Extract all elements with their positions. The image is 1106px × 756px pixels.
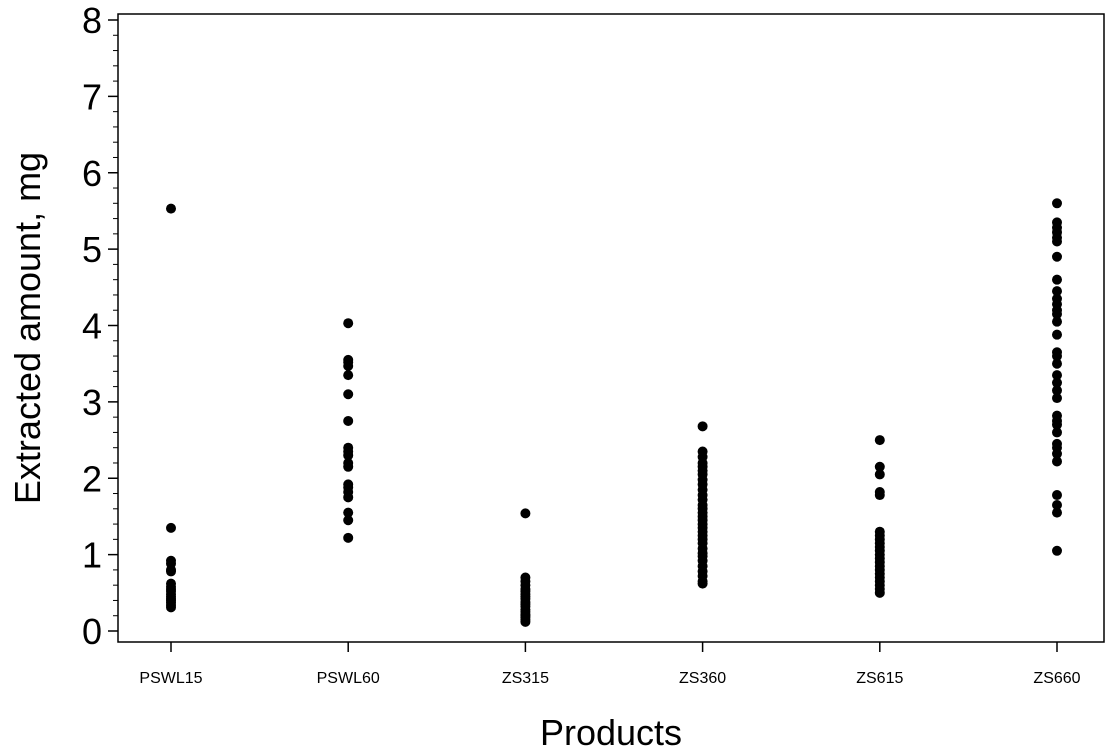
data-point: [874, 490, 885, 501]
data-point: [1052, 377, 1062, 388]
data-points: [166, 198, 1062, 627]
y-tick-label: 1: [82, 535, 102, 576]
data-point: [1052, 309, 1062, 320]
y-tick-label: 2: [82, 458, 102, 499]
y-tick-label: 8: [82, 0, 102, 41]
data-point: [1052, 198, 1062, 209]
data-point: [1052, 419, 1062, 430]
data-point: [1052, 456, 1062, 467]
data-point: [343, 370, 354, 381]
data-point: [343, 360, 354, 371]
y-axis: 0 1 2 3 4 5 6 7 8: [82, 0, 118, 652]
x-axis: PSWL15 PSWL60 ZS315 ZS360 ZS615 ZS660: [139, 642, 1081, 687]
data-point: [343, 515, 354, 526]
plot-frame: [117, 13, 1105, 643]
y-tick-label: 3: [82, 382, 102, 423]
data-point: [1052, 370, 1062, 381]
data-point: [1052, 507, 1062, 518]
data-point: [1052, 490, 1062, 501]
data-point: [343, 492, 354, 503]
data-point: [1052, 545, 1062, 556]
data-point: [874, 587, 885, 598]
y-axis-label: Extracted amount, mg: [7, 152, 48, 504]
data-point: [1052, 499, 1062, 510]
y-tick-label: 4: [82, 306, 102, 347]
data-point: [1052, 236, 1062, 247]
data-point: [1052, 329, 1062, 340]
data-point: [874, 461, 885, 472]
data-point: [1052, 358, 1062, 369]
x-tick-label: PSWL60: [317, 670, 380, 687]
data-point: [1052, 351, 1062, 362]
data-point: [520, 616, 531, 627]
data-point: [1052, 393, 1062, 404]
data-point: [166, 522, 176, 533]
data-point: [343, 450, 354, 461]
data-point: [1052, 251, 1062, 262]
x-axis-label: Products: [540, 712, 682, 753]
data-point: [1052, 316, 1062, 327]
x-tick-label: ZS660: [1033, 670, 1080, 687]
y-tick-label: 0: [82, 611, 102, 652]
data-point: [520, 508, 531, 519]
x-tick-label: ZS315: [502, 670, 549, 687]
data-point: [343, 318, 354, 329]
data-point: [1052, 286, 1062, 297]
y-tick-label: 5: [82, 229, 102, 270]
data-point: [1052, 448, 1062, 459]
data-point: [166, 566, 176, 577]
data-point: [1052, 427, 1062, 438]
data-point: [874, 469, 885, 480]
data-point: [166, 602, 176, 613]
data-point: [343, 532, 354, 543]
data-point: [697, 421, 708, 432]
data-point: [1052, 274, 1062, 285]
x-tick-label: ZS615: [856, 670, 903, 687]
x-tick-label: PSWL15: [139, 670, 202, 687]
data-point: [874, 435, 885, 446]
data-point: [343, 461, 354, 472]
data-point: [343, 389, 354, 400]
data-point: [166, 203, 176, 214]
y-tick-label: 6: [82, 153, 102, 194]
y-tick-label: 7: [82, 76, 102, 117]
data-point: [1052, 385, 1062, 396]
data-point: [343, 415, 354, 426]
data-point: [697, 578, 708, 589]
x-tick-label: ZS360: [679, 670, 726, 687]
data-point: [343, 507, 354, 518]
